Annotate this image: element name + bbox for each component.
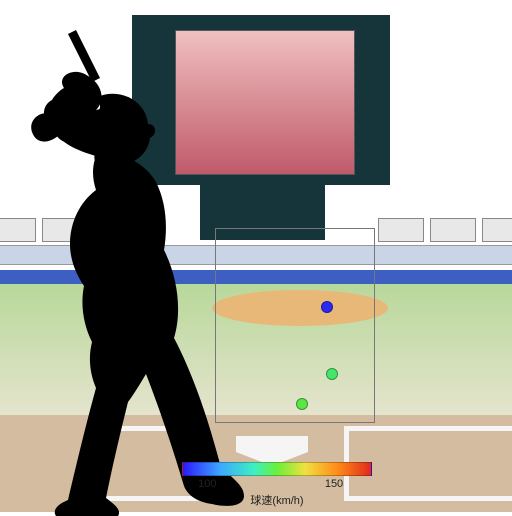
pitch-marker bbox=[321, 301, 333, 313]
pitch-marker bbox=[296, 398, 308, 410]
pitch-location-chart: 100 150 球速(km/h) bbox=[0, 0, 512, 512]
speed-colorbar bbox=[182, 462, 372, 476]
pitch-marker bbox=[326, 368, 338, 380]
colorbar-label: 球速(km/h) bbox=[250, 492, 303, 508]
colorbar-tick: 100 bbox=[198, 478, 216, 490]
batter-silhouette bbox=[0, 26, 246, 516]
colorbar-tick: 150 bbox=[325, 478, 343, 490]
